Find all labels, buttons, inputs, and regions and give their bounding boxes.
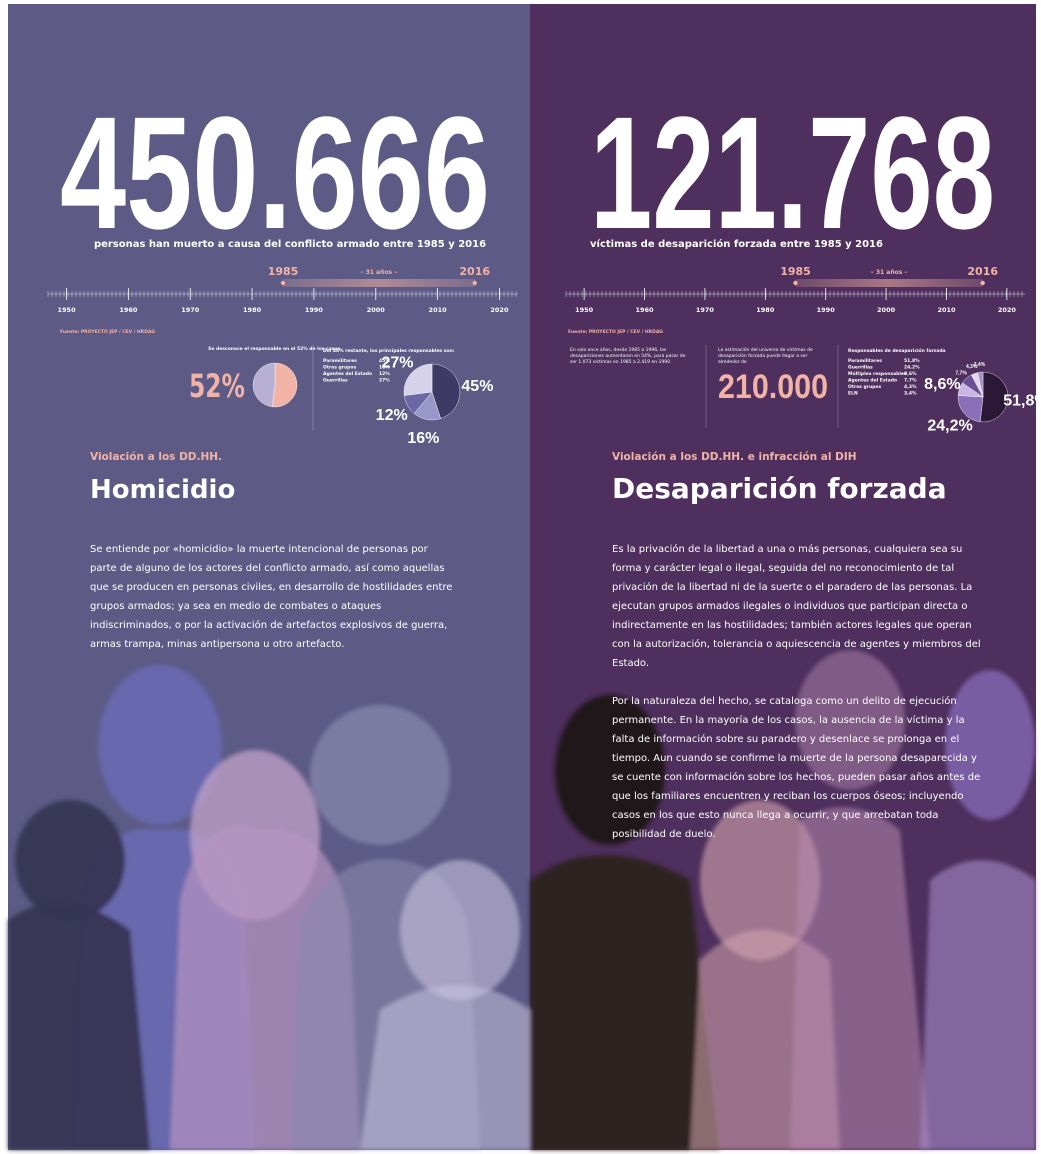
legend-value: 51,8% xyxy=(904,358,920,364)
legend-value: 7,7% xyxy=(904,378,917,384)
timeline-marker xyxy=(281,281,285,285)
big-number: 121.768 xyxy=(590,83,995,262)
paragraph: Se entiende por «homicidio» la muerte in… xyxy=(90,540,455,654)
legend-name: Paramilitares xyxy=(323,358,357,364)
pie-caption: Del 48% restante, los principales respon… xyxy=(323,348,455,354)
tick-label: 1950 xyxy=(575,306,594,314)
legend-value: 3,4% xyxy=(904,391,917,397)
pie-label: 3,4% xyxy=(974,362,986,368)
heading: Desaparición forzada xyxy=(612,472,947,505)
pie-label: 24,2% xyxy=(927,418,972,435)
timeline-year: 2016 xyxy=(967,265,998,278)
timeline-marker xyxy=(793,281,797,285)
tick-label: 2020 xyxy=(490,306,509,314)
estimate-value: 210.000 xyxy=(718,368,828,406)
pie-label: 7,7% xyxy=(955,370,967,376)
subtitle: personas han muerto a causa del conflict… xyxy=(94,239,486,250)
subtitle: víctimas de desaparición forzada entre 1… xyxy=(590,238,883,250)
big-number: 450.666 xyxy=(60,83,490,262)
pie-label: 45% xyxy=(461,378,493,395)
tick-label: 1990 xyxy=(817,306,836,314)
tick-label: 1990 xyxy=(305,306,324,314)
paragraph: Es la privación de la libertad a una o m… xyxy=(612,540,982,673)
source: Fuente: PROYECTO JEP / CEV / HRDAG xyxy=(60,329,155,335)
timeline-marker xyxy=(473,281,477,285)
legend-value: 12% xyxy=(379,371,390,377)
heading: Homicidio xyxy=(90,475,235,505)
tick-label: 2000 xyxy=(367,306,386,314)
legend-name: Guerrillas xyxy=(323,378,348,384)
kicker: Violación a los DD.HH. xyxy=(90,451,222,463)
tick-label: 1950 xyxy=(58,306,77,314)
poster: 450.666personas han muerto a causa del c… xyxy=(0,0,1041,1154)
pie-label: 12% xyxy=(376,407,408,424)
timeline-year: 1985 xyxy=(268,265,299,278)
legend-name: ELN xyxy=(848,391,858,397)
timeline-band xyxy=(283,279,475,287)
kicker: Violación a los DD.HH. e infracción al D… xyxy=(612,451,857,463)
tick-label: 2010 xyxy=(429,306,448,314)
silhouette xyxy=(360,985,530,1150)
pie-label: 16% xyxy=(407,430,439,447)
pie-label: 8,6% xyxy=(924,376,960,393)
tick-label: 1970 xyxy=(181,306,200,314)
pie-big-label: 52% xyxy=(189,367,245,405)
silhouette xyxy=(530,855,720,1150)
paragraph: Por la naturaleza del hecho, se cataloga… xyxy=(612,692,982,844)
tick-label: 1980 xyxy=(243,306,262,314)
legend-name: Múltiples responsables xyxy=(848,370,907,377)
legend-name: Otros grupos xyxy=(323,365,356,371)
estimate-caption: La estimación del universo de víctimas d… xyxy=(718,348,830,366)
silhouette xyxy=(8,902,150,1150)
pie-label: 27% xyxy=(381,355,413,372)
tick-label: 1960 xyxy=(119,306,138,314)
tick-label: 2020 xyxy=(998,306,1017,314)
silhouette xyxy=(920,860,1036,1150)
legend-value: 24,2% xyxy=(904,365,920,371)
timeline-span: – 31 años – xyxy=(871,269,908,276)
silhouette xyxy=(310,705,450,845)
legend-value: 4,3% xyxy=(904,384,917,390)
tick-label: 1980 xyxy=(756,306,775,314)
legend-name: Agentes del Estado xyxy=(848,378,897,384)
source: Fuente: PROYECTO JEP / CEV / HRDAG xyxy=(568,329,663,335)
silhouette xyxy=(400,860,520,1000)
timeline-band xyxy=(796,279,983,287)
tick-label: 1970 xyxy=(696,306,715,314)
legend-name: Agentes del Estado xyxy=(323,371,372,377)
pie-label: 51,8% xyxy=(1003,392,1041,409)
pie-caption: Responsables de desaparición forzada xyxy=(848,347,946,354)
legend-name: Paramilitares xyxy=(848,358,882,364)
silhouette xyxy=(15,800,125,920)
tick-label: 1960 xyxy=(635,306,654,314)
timeline-year: 1985 xyxy=(780,265,811,278)
legend-name: Otros grupos xyxy=(848,384,881,390)
legend-name: Guerrillas xyxy=(848,365,873,371)
note: En solo once años, desde 1985 a 1996, la… xyxy=(570,348,690,366)
timeline-year: 2016 xyxy=(459,265,490,278)
timeline-span: – 31 años – xyxy=(361,269,398,276)
legend-value: 27% xyxy=(379,378,390,384)
tick-label: 2000 xyxy=(877,306,896,314)
tick-label: 2010 xyxy=(937,306,956,314)
legend-value: 8,6% xyxy=(904,371,917,377)
timeline-marker xyxy=(981,281,985,285)
